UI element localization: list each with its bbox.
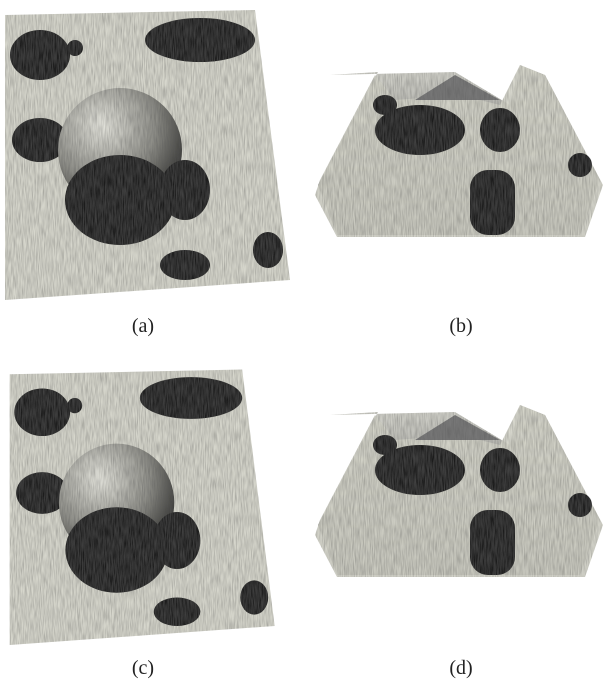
caption: (b) (449, 315, 472, 337)
panel-b-image (315, 65, 603, 237)
figure: (a) (b) (c) (d) (0, 0, 608, 688)
panel-d-image (315, 405, 603, 577)
page: (a) (b) (c) (d) (() => { const data = JS… (0, 0, 608, 688)
panel-a-image (5, 10, 290, 300)
panel-c-image (10, 370, 275, 646)
caption: (c) (132, 657, 154, 679)
caption: (d) (449, 657, 472, 679)
caption: (a) (132, 315, 154, 337)
